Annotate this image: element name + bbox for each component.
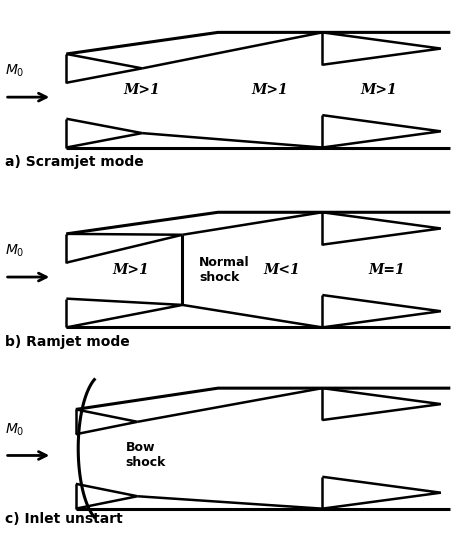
Text: $M_0$: $M_0$ (5, 243, 24, 259)
Text: M<1: M<1 (264, 263, 301, 277)
Text: $M_0$: $M_0$ (5, 422, 24, 438)
Text: M=1: M=1 (368, 263, 405, 277)
Text: M>1: M>1 (361, 83, 398, 97)
Text: Bow
shock: Bow shock (126, 441, 166, 469)
Text: b) Ramjet mode: b) Ramjet mode (5, 335, 129, 349)
Text: c) Inlet unstart: c) Inlet unstart (5, 512, 122, 526)
Text: M>1: M>1 (112, 263, 149, 277)
Text: M>1: M>1 (252, 83, 289, 97)
Text: $M_0$: $M_0$ (5, 63, 24, 79)
Text: a) Scramjet mode: a) Scramjet mode (5, 155, 144, 169)
Text: M>1: M>1 (124, 83, 161, 97)
Text: Normal
shock: Normal shock (199, 256, 250, 284)
